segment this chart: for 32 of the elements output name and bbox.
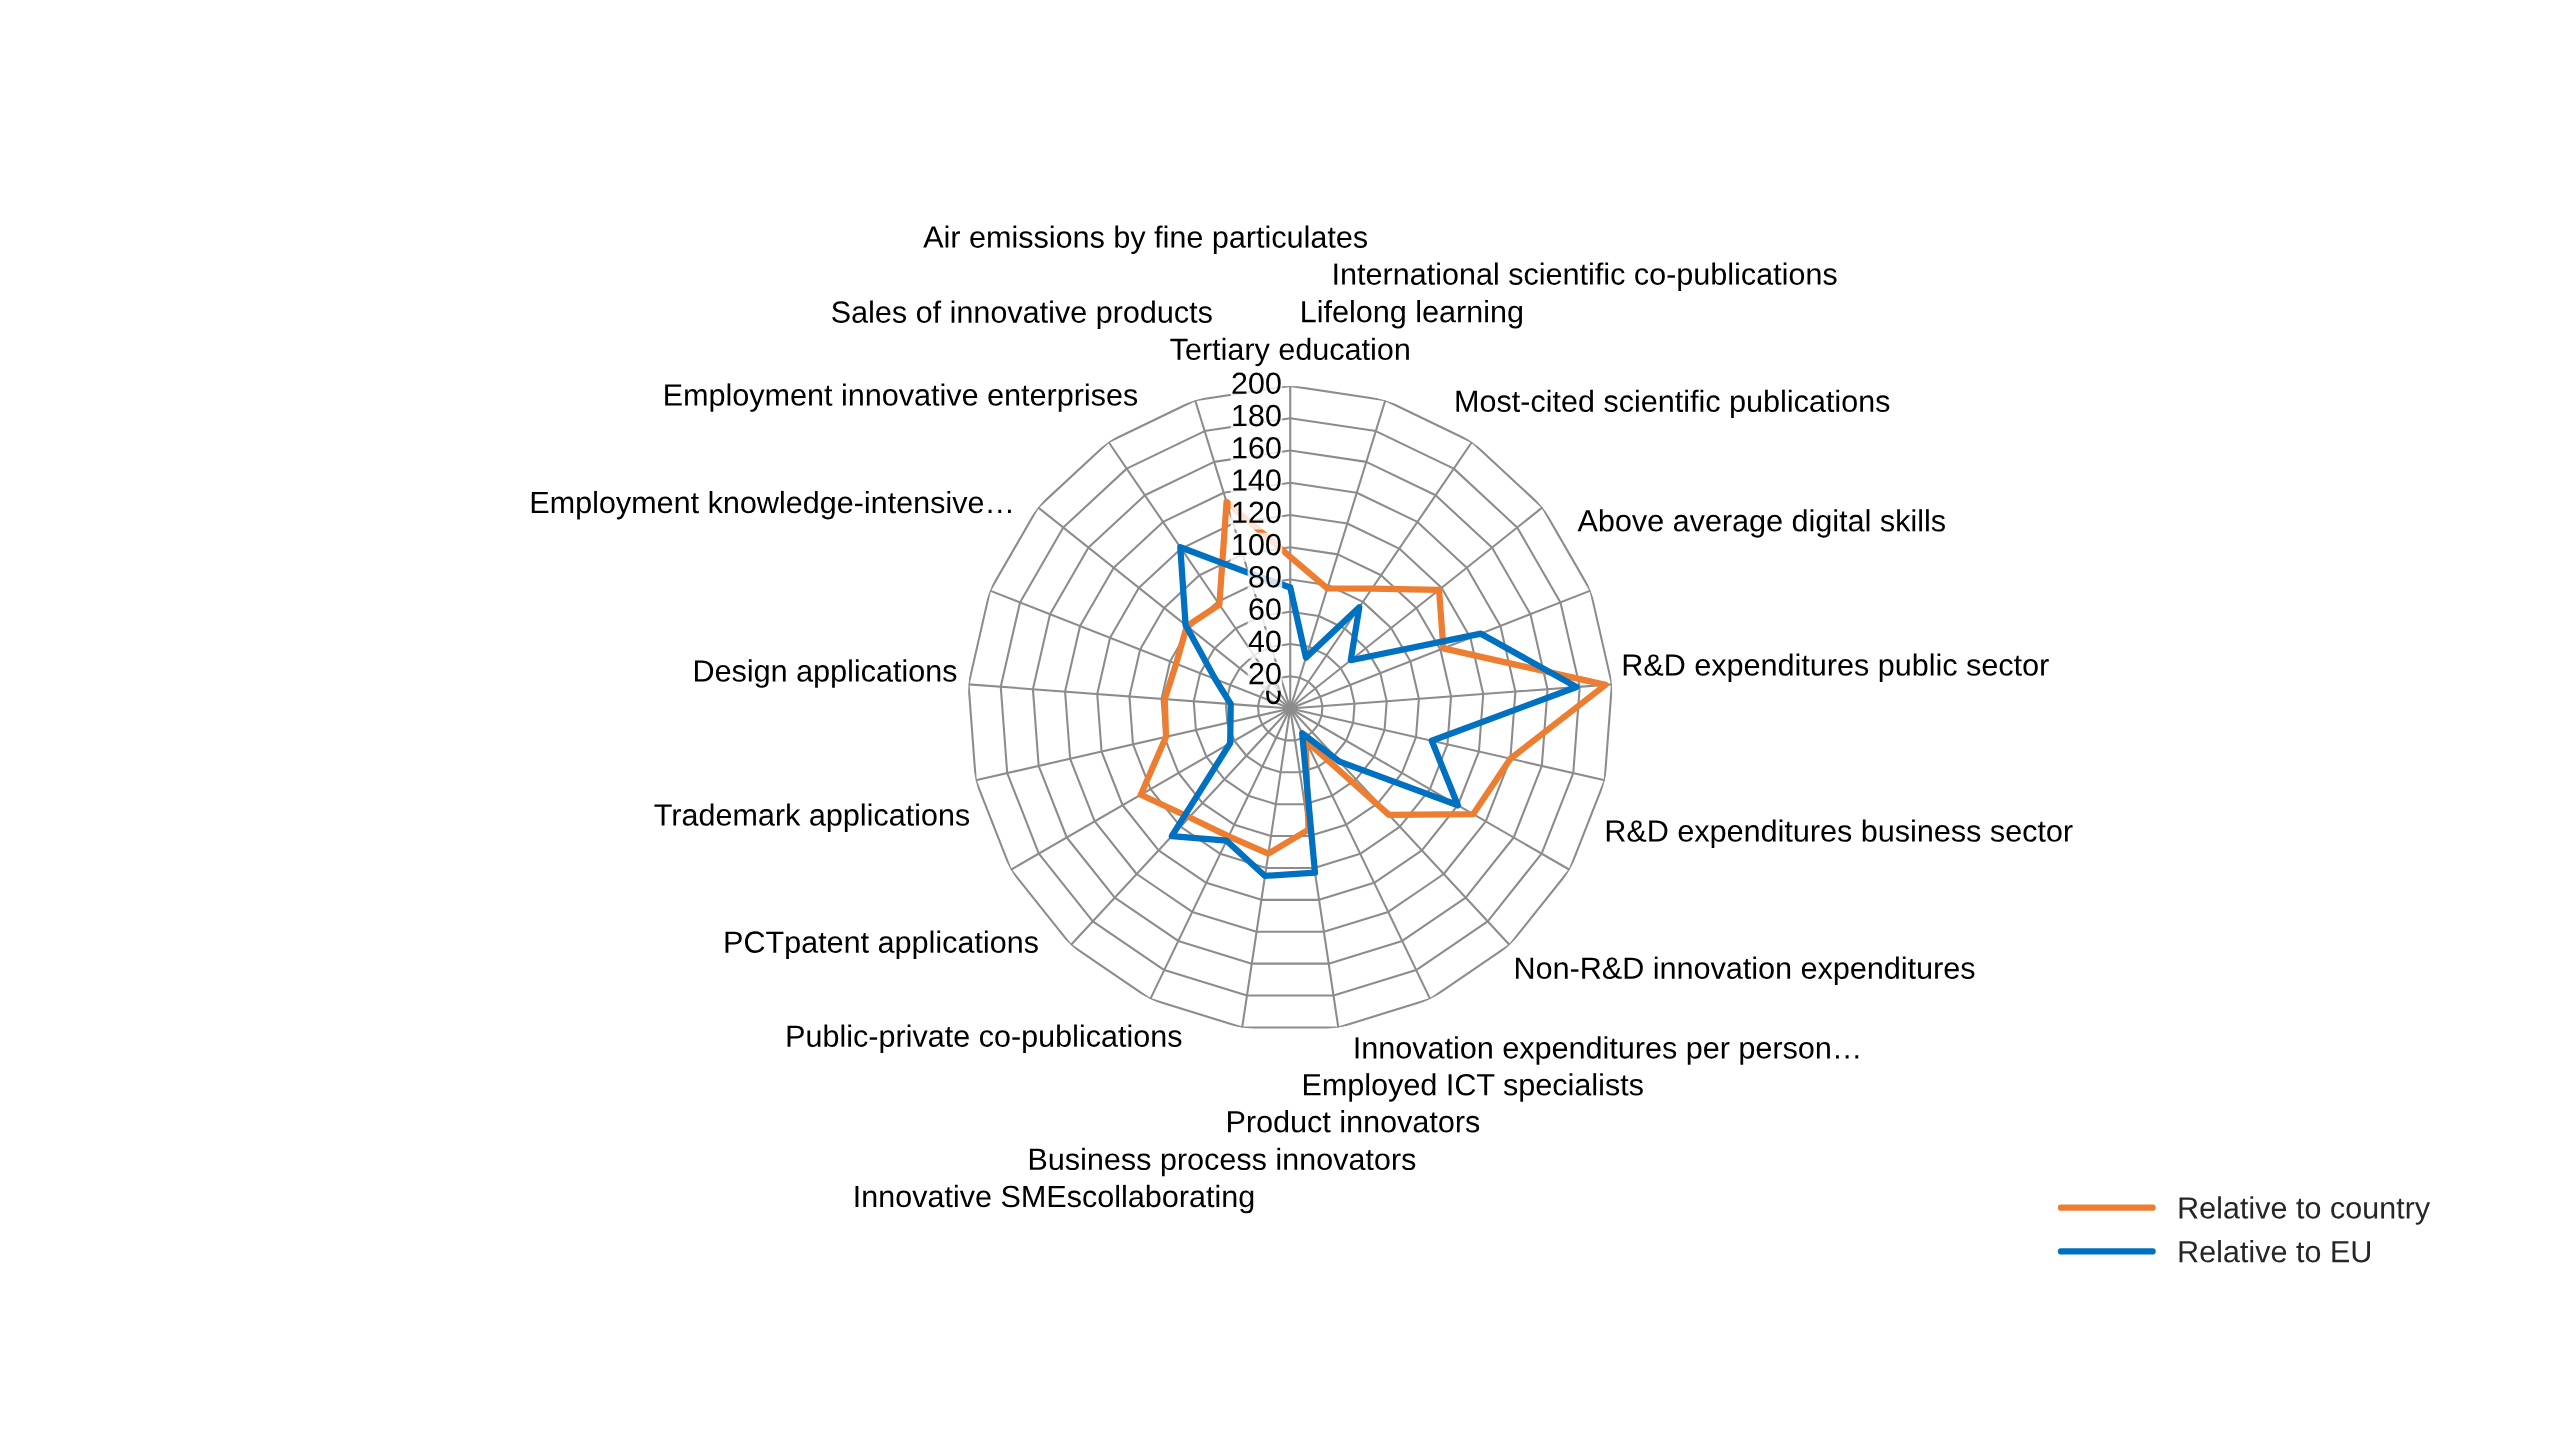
- spoke-label: Sales of innovative products: [832, 300, 1212, 329]
- spoke-label: International scientific co-publications: [1334, 262, 1837, 291]
- spoke-label: Most-cited scientific publications: [1456, 389, 1890, 419]
- spoke-label: PCTpatent applications: [725, 930, 1038, 959]
- spoke-label: Lifelong learning: [1302, 300, 1523, 329]
- spoke-label: Innovation expenditures per person…: [1355, 1036, 1859, 1065]
- spoke-label: Employment innovative enterprises: [665, 383, 1138, 412]
- spoke-label: Tertiary education: [1170, 337, 1409, 367]
- spoke-label: R&D expenditures business sector: [1606, 819, 2073, 848]
- legend-label: Relative to country: [2179, 1196, 2431, 1225]
- spoke-label: Non-R&D innovation expenditures: [1516, 956, 1975, 985]
- spoke-label: Trademark applications: [654, 803, 970, 832]
- spoke-label: Employed ICT specialists: [1303, 1073, 1643, 1102]
- y-tick-label: 160: [1233, 437, 1281, 459]
- y-tick-label: 200: [1232, 372, 1281, 395]
- spoke-label: Public-private co-publications: [787, 1024, 1182, 1054]
- spoke-label: Air emissions by fine particulates: [923, 225, 1368, 254]
- spoke-label: Business process innovators: [1029, 1147, 1416, 1177]
- spoke-label: Above average digital skills: [1577, 509, 1945, 538]
- spoke-label: Employment knowledge-intensive…: [531, 490, 1011, 520]
- y-tick-label: 40: [1248, 630, 1281, 653]
- legend-label: Relative to EU: [2179, 1240, 2370, 1263]
- y-tick-label: 60: [1249, 598, 1281, 620]
- y-tick-label: 100: [1233, 533, 1281, 556]
- y-tick-label: 80: [1249, 566, 1281, 588]
- y-tick-label: 140: [1233, 469, 1281, 491]
- spoke-label: R&D expenditures public sector: [1623, 653, 2049, 682]
- spoke-label: Innovative SMEscollaborating: [855, 1184, 1254, 1214]
- y-tick-label: 180: [1233, 404, 1281, 427]
- spoke-label: Design applications: [695, 659, 957, 688]
- y-tick-label: 120: [1233, 501, 1281, 524]
- spoke-label: Product innovators: [1228, 1110, 1480, 1133]
